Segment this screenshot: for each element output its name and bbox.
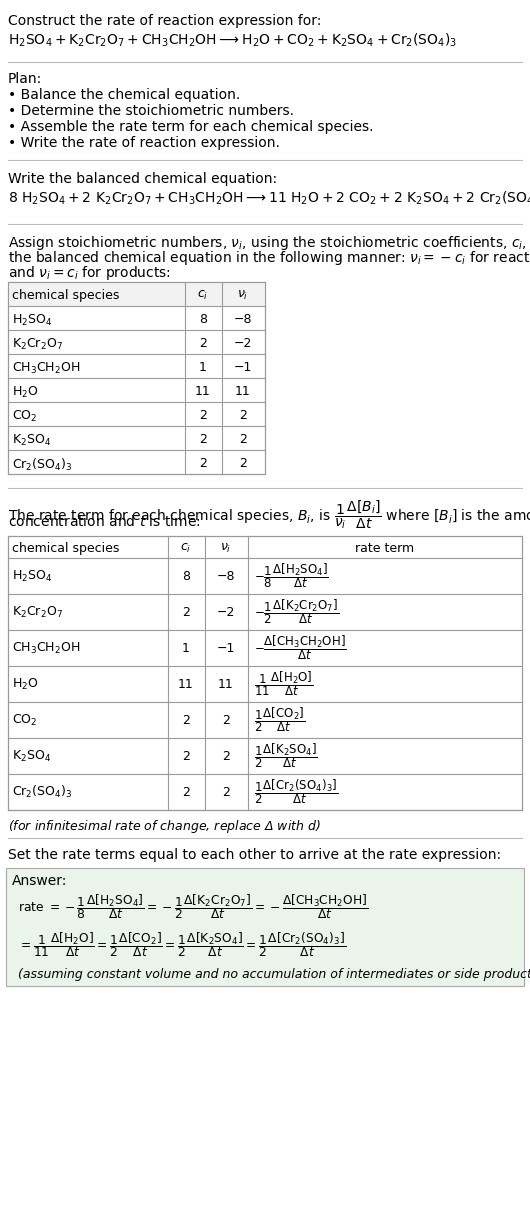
Text: 2: 2: [182, 605, 190, 618]
Text: • Balance the chemical equation.: • Balance the chemical equation.: [8, 88, 240, 101]
Text: 2: 2: [239, 457, 247, 470]
Text: (for infinitesimal rate of change, replace Δ with $d$): (for infinitesimal rate of change, repla…: [8, 818, 321, 835]
Text: $-\dfrac{1}{2}\dfrac{\Delta[\mathrm{K_2Cr_2O_7}]}{\Delta t}$: $-\dfrac{1}{2}\dfrac{\Delta[\mathrm{K_2C…: [254, 598, 339, 627]
Bar: [8, 283, 264, 306]
Text: $\mathrm{K_2SO_4}$: $\mathrm{K_2SO_4}$: [12, 432, 51, 448]
Text: • Assemble the rate term for each chemical species.: • Assemble the rate term for each chemic…: [8, 120, 374, 134]
Text: 1: 1: [199, 361, 207, 374]
Text: $\mathrm{CH_3CH_2OH}$: $\mathrm{CH_3CH_2OH}$: [12, 361, 81, 376]
Text: Answer:: Answer:: [12, 875, 67, 888]
Bar: [6, 869, 524, 986]
Text: (assuming constant volume and no accumulation of intermediates or side products): (assuming constant volume and no accumul…: [18, 968, 530, 981]
Text: $\mathrm{CO_2}$: $\mathrm{CO_2}$: [12, 410, 37, 424]
Text: $\dfrac{1}{11}\dfrac{\Delta[\mathrm{H_2O}]}{\Delta t}$: $\dfrac{1}{11}\dfrac{\Delta[\mathrm{H_2O…: [254, 669, 313, 698]
Bar: [8, 536, 522, 811]
Text: $\mathrm{K_2SO_4}$: $\mathrm{K_2SO_4}$: [12, 749, 51, 763]
Text: • Determine the stoichiometric numbers.: • Determine the stoichiometric numbers.: [8, 104, 294, 118]
Text: the balanced chemical equation in the following manner: $\nu_i = -c_i$ for react: the balanced chemical equation in the fo…: [8, 249, 530, 267]
Text: $c_i$: $c_i$: [180, 542, 192, 556]
Text: $\mathrm{8\ H_2SO_4 + 2\ K_2Cr_2O_7 + CH_3CH_2OH \longrightarrow 11\ H_2O + 2\ C: $\mathrm{8\ H_2SO_4 + 2\ K_2Cr_2O_7 + CH…: [8, 190, 530, 208]
Text: $\mathrm{Cr_2(SO_4)_3}$: $\mathrm{Cr_2(SO_4)_3}$: [12, 457, 73, 474]
Text: 2: 2: [199, 337, 207, 350]
Text: $\dfrac{1}{2}\dfrac{\Delta[\mathrm{Cr_2(SO_4)_3}]}{\Delta t}$: $\dfrac{1}{2}\dfrac{\Delta[\mathrm{Cr_2(…: [254, 778, 338, 807]
Text: 11: 11: [218, 678, 234, 691]
Text: $\nu_i$: $\nu_i$: [220, 542, 232, 556]
Text: 2: 2: [199, 432, 207, 446]
Bar: [8, 281, 265, 474]
Text: 2: 2: [199, 410, 207, 422]
Text: 2: 2: [239, 432, 247, 446]
Text: $\dfrac{1}{2}\dfrac{\Delta[\mathrm{CO_2}]}{\Delta t}$: $\dfrac{1}{2}\dfrac{\Delta[\mathrm{CO_2}…: [254, 705, 305, 734]
Text: $\mathrm{H_2SO_4 + K_2Cr_2O_7 + CH_3CH_2OH \longrightarrow H_2O + CO_2 + K_2SO_4: $\mathrm{H_2SO_4 + K_2Cr_2O_7 + CH_3CH_2…: [8, 31, 457, 50]
Text: −2: −2: [217, 605, 235, 618]
Text: $\dfrac{1}{2}\dfrac{\Delta[\mathrm{K_2SO_4}]}{\Delta t}$: $\dfrac{1}{2}\dfrac{\Delta[\mathrm{K_2SO…: [254, 742, 318, 771]
Text: Set the rate terms equal to each other to arrive at the rate expression:: Set the rate terms equal to each other t…: [8, 848, 501, 863]
Text: $-\dfrac{1}{8}\dfrac{\Delta[\mathrm{H_2SO_4}]}{\Delta t}$: $-\dfrac{1}{8}\dfrac{\Delta[\mathrm{H_2S…: [254, 562, 329, 591]
Text: −1: −1: [234, 361, 252, 374]
Text: • Write the rate of reaction expression.: • Write the rate of reaction expression.: [8, 137, 280, 150]
Text: rate $= -\dfrac{1}{8}\dfrac{\Delta[\mathrm{H_2SO_4}]}{\Delta t} = -\dfrac{1}{2}\: rate $= -\dfrac{1}{8}\dfrac{\Delta[\math…: [18, 892, 368, 920]
Text: 2: 2: [222, 714, 230, 726]
Text: $= \dfrac{1}{11}\dfrac{\Delta[\mathrm{H_2O}]}{\Delta t} = \dfrac{1}{2}\dfrac{\De: $= \dfrac{1}{11}\dfrac{\Delta[\mathrm{H_…: [18, 930, 346, 959]
Text: $c_i$: $c_i$: [197, 289, 209, 302]
Text: $\mathrm{H_2O}$: $\mathrm{H_2O}$: [12, 676, 39, 691]
Text: 11: 11: [178, 678, 194, 691]
Text: concentration and $t$ is time:: concentration and $t$ is time:: [8, 513, 201, 529]
Text: $\mathrm{CH_3CH_2OH}$: $\mathrm{CH_3CH_2OH}$: [12, 640, 81, 656]
Text: 2: 2: [182, 714, 190, 726]
Text: 2: 2: [199, 457, 207, 470]
Text: Assign stoichiometric numbers, $\nu_i$, using the stoichiometric coefficients, $: Assign stoichiometric numbers, $\nu_i$, …: [8, 234, 530, 252]
Text: −1: −1: [217, 641, 235, 655]
Text: 2: 2: [222, 749, 230, 762]
Text: 2: 2: [222, 785, 230, 798]
Text: 8: 8: [199, 313, 207, 326]
Text: −8: −8: [234, 313, 252, 326]
Text: rate term: rate term: [356, 542, 414, 554]
Text: and $\nu_i = c_i$ for products:: and $\nu_i = c_i$ for products:: [8, 265, 171, 281]
Text: 8: 8: [182, 569, 190, 582]
Text: 1: 1: [182, 641, 190, 655]
Text: Plan:: Plan:: [8, 72, 42, 86]
Text: The rate term for each chemical species, $B_i$, is $\dfrac{1}{\nu_i}\dfrac{\Delt: The rate term for each chemical species,…: [8, 498, 530, 530]
Text: $\mathrm{CO_2}$: $\mathrm{CO_2}$: [12, 713, 37, 727]
Text: $-\dfrac{\Delta[\mathrm{CH_3CH_2OH}]}{\Delta t}$: $-\dfrac{\Delta[\mathrm{CH_3CH_2OH}]}{\D…: [254, 634, 347, 662]
Text: −8: −8: [217, 569, 235, 582]
Text: chemical species: chemical species: [12, 289, 119, 302]
Text: $\nu_i$: $\nu_i$: [237, 289, 249, 302]
Text: $\mathrm{H_2SO_4}$: $\mathrm{H_2SO_4}$: [12, 569, 52, 583]
Text: Construct the rate of reaction expression for:: Construct the rate of reaction expressio…: [8, 14, 321, 28]
Text: 2: 2: [182, 785, 190, 798]
Text: Write the balanced chemical equation:: Write the balanced chemical equation:: [8, 172, 277, 186]
Text: 2: 2: [182, 749, 190, 762]
Text: $\mathrm{Cr_2(SO_4)_3}$: $\mathrm{Cr_2(SO_4)_3}$: [12, 784, 73, 800]
Text: 11: 11: [195, 385, 211, 397]
Text: $\mathrm{H_2SO_4}$: $\mathrm{H_2SO_4}$: [12, 313, 52, 329]
Text: $\mathrm{H_2O}$: $\mathrm{H_2O}$: [12, 385, 39, 400]
Text: 11: 11: [235, 385, 251, 397]
Text: $\mathrm{K_2Cr_2O_7}$: $\mathrm{K_2Cr_2O_7}$: [12, 337, 63, 352]
Text: −2: −2: [234, 337, 252, 350]
Text: chemical species: chemical species: [12, 542, 119, 554]
Text: 2: 2: [239, 410, 247, 422]
Text: $\mathrm{K_2Cr_2O_7}$: $\mathrm{K_2Cr_2O_7}$: [12, 604, 63, 620]
